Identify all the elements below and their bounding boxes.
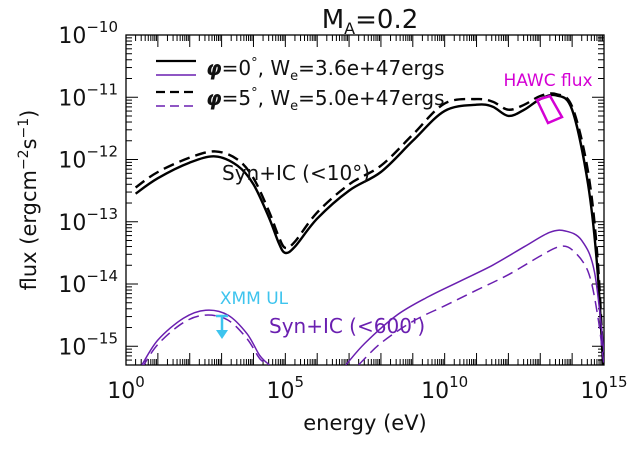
- y-tick-label: 10−14: [58, 267, 118, 298]
- series-line-purple-solid-2: [141, 309, 270, 365]
- x-tick-label: 105: [267, 373, 305, 404]
- series-layer: [134, 92, 604, 365]
- hawc-flux-label: HAWC flux: [503, 71, 592, 91]
- hawc-flux-marker: [535, 94, 564, 125]
- tick-marks: [125, 35, 604, 366]
- x-tick-label: 100: [107, 373, 145, 404]
- legend-entry-phi-0: φ=0°, We=3.6e+47ergs: [206, 56, 445, 84]
- series-line-black-solid-0: [134, 93, 604, 365]
- y-tick-label: 10−11: [58, 80, 118, 111]
- xmm-upper-limit-marker: [216, 314, 228, 339]
- y-tick-label: 10−13: [58, 205, 118, 236]
- syn-ic-600-label: Syn+IC (<600'): [269, 314, 425, 338]
- y-tick-label: 10−10: [58, 18, 118, 49]
- series-line-purple-dashed-5: [358, 245, 604, 365]
- x-tick-label: 1015: [580, 373, 627, 404]
- x-axis-label: energy (eV): [303, 411, 427, 435]
- y-tick-label: 10−12: [58, 143, 118, 174]
- series-line-purple-dashed-3: [142, 314, 270, 365]
- syn-ic-10-label: Syn+IC (<10°): [222, 161, 370, 185]
- xmm-ul-label: XMM UL: [220, 289, 289, 309]
- y-axis-label: flux (ergcm−2s−1): [16, 110, 41, 291]
- x-tick-label: 1010: [421, 373, 468, 404]
- plot-frame: [125, 34, 605, 366]
- series-line-purple-solid-4: [345, 229, 604, 365]
- legend: φ=0°, We=3.6e+47ergs φ=5°, We=5.0e+47erg…: [156, 56, 445, 114]
- legend-entry-phi-5: φ=5°, We=5.0e+47ergs: [206, 86, 445, 114]
- y-tick-label: 10−15: [58, 329, 118, 360]
- series-line-black-dashed-1: [134, 92, 604, 365]
- chart-title: MA=0.2: [322, 5, 419, 38]
- x-tick-labels: 100 105 1010 1015: [107, 373, 627, 404]
- y-tick-labels: 10−10 10−11 10−12 10−13 10−14 10−15: [58, 18, 118, 360]
